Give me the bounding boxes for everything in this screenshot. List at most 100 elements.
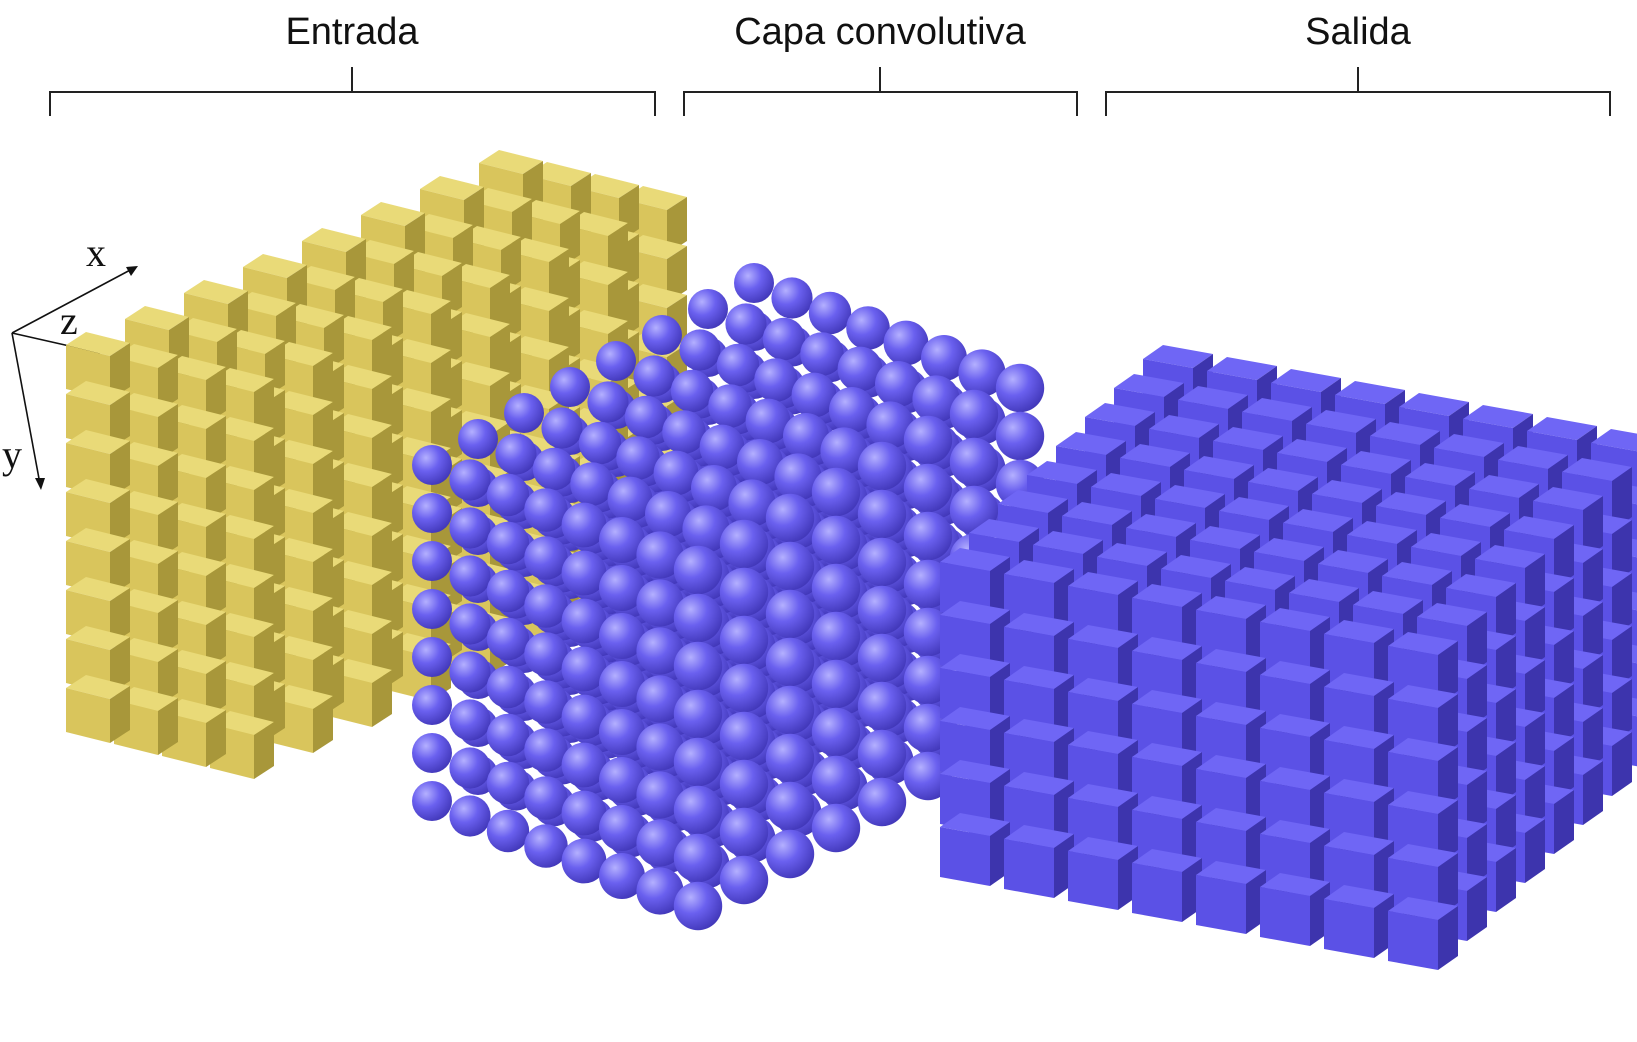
output-cube-top <box>1120 444 1190 467</box>
conv-sphere <box>412 733 452 773</box>
output-cube-top <box>1260 873 1330 896</box>
output-cube-top <box>1004 560 1074 583</box>
output-cube-top <box>1254 538 1324 561</box>
output-cube-top <box>1388 685 1458 708</box>
output-cube-side <box>1438 747 1458 811</box>
output-cube-top <box>1405 463 1475 486</box>
conv-sphere <box>599 565 645 611</box>
output-cube-side <box>1467 824 1487 888</box>
output-cube-side <box>1554 578 1574 642</box>
output-cube-top <box>1388 844 1458 867</box>
conv-sphere <box>719 807 769 857</box>
output-cube-top <box>1475 545 1545 568</box>
output-cube-top <box>1149 415 1219 438</box>
conv-sphere <box>412 493 452 533</box>
output-cube-top <box>1388 897 1458 920</box>
conv-sphere <box>857 489 907 539</box>
conv-sphere <box>636 675 684 723</box>
output-cube-side <box>1583 708 1603 772</box>
conv-sphere <box>599 517 645 563</box>
input-cube-top <box>184 280 248 304</box>
output-cube-top <box>1126 514 1196 537</box>
conv-sphere <box>857 777 907 827</box>
x-axis-line <box>11 267 135 334</box>
input-cube-side <box>431 399 451 456</box>
conv-sphere <box>578 421 622 465</box>
output-cube-grid <box>940 345 1637 970</box>
conv-sphere <box>719 567 769 617</box>
output-cube-side <box>1525 660 1545 724</box>
conv-sphere <box>561 646 607 692</box>
output-cube-top <box>1289 579 1359 602</box>
output-cube-top <box>1027 461 1097 484</box>
input-cube-side <box>254 575 274 632</box>
conv-sphere <box>561 838 607 884</box>
conv-sphere <box>745 398 791 444</box>
output-cube-top <box>940 813 1010 836</box>
input-cube-side <box>110 686 130 743</box>
conv-sphere <box>524 824 568 868</box>
output-cube-side <box>1583 761 1603 825</box>
output-cube-top <box>1248 468 1318 491</box>
output-cube-side <box>1496 795 1516 859</box>
output-cube-top <box>1260 608 1330 631</box>
output-cube-side <box>1438 800 1458 864</box>
conv-sphere <box>719 663 769 713</box>
conv-sphere <box>486 521 530 565</box>
input-cube-side <box>254 379 274 436</box>
output-cube-top <box>1225 567 1295 590</box>
conv-sphere <box>808 291 852 335</box>
conv-sphere <box>642 315 682 355</box>
input-cube-side <box>490 275 510 332</box>
output-cube-top <box>1219 497 1289 520</box>
output-cube-top <box>1388 791 1458 814</box>
conv-sphere <box>800 332 844 376</box>
conv-sphere <box>765 733 815 783</box>
conv-sphere <box>412 685 452 725</box>
conv-sphere <box>653 450 699 496</box>
output-cube-top <box>1324 726 1394 749</box>
output-cube-top <box>1312 480 1382 503</box>
output-cube-top <box>969 519 1039 542</box>
conv-sphere <box>771 277 813 319</box>
input-cube-side <box>110 392 130 449</box>
input-cube-side <box>549 298 569 355</box>
input-cube-top <box>66 577 130 601</box>
output-cube-top <box>1347 521 1417 544</box>
output-cube-top <box>1417 603 1487 626</box>
output-cube-side <box>1583 549 1603 613</box>
input-cube-side <box>608 272 628 329</box>
input-cube-side <box>158 355 178 412</box>
input-cube-side <box>158 649 178 706</box>
output-cube-top <box>1283 509 1353 532</box>
input-cube-side <box>313 598 333 655</box>
input-cube-side <box>372 572 392 629</box>
conv-sphere <box>857 585 907 635</box>
output-cube-top <box>1196 596 1266 619</box>
conv-sphere <box>633 355 675 397</box>
output-cube-side <box>1554 684 1574 748</box>
section-label-conv: Capa convolutiva <box>734 11 1026 53</box>
output-cube-top <box>1132 796 1202 819</box>
conv-sphere <box>691 465 737 511</box>
output-cube-top <box>1388 738 1458 761</box>
conv-sphere <box>716 343 760 387</box>
input-cube-side <box>158 551 178 608</box>
conv-sphere <box>903 463 953 513</box>
conv-sphere <box>673 545 723 595</box>
conv-sphere <box>541 407 583 449</box>
output-cube-top <box>1376 492 1446 515</box>
output-cube-top <box>1324 620 1394 643</box>
conv-sphere <box>682 505 730 553</box>
conv-sphere <box>412 541 452 581</box>
conv-sphere <box>524 536 568 580</box>
conv-sphere <box>857 633 907 683</box>
output-cube-top <box>1004 613 1074 636</box>
conv-sphere <box>449 651 491 693</box>
output-cube-side <box>1583 496 1603 560</box>
conv-sphere <box>662 410 706 454</box>
conv-sphere <box>765 781 815 831</box>
conv-sphere <box>449 747 491 789</box>
conv-sphere <box>820 427 868 475</box>
input-cube-side <box>158 453 178 510</box>
